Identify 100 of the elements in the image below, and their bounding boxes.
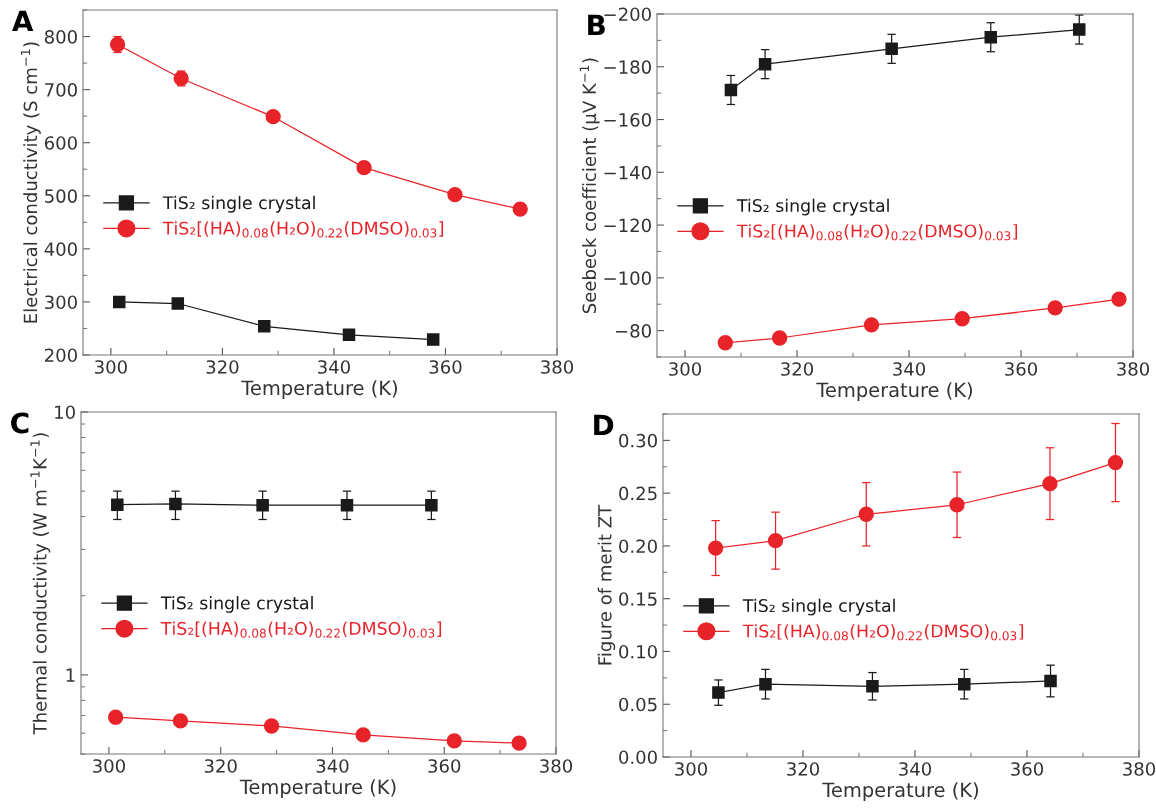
y-tick-label: −140 — [604, 165, 651, 180]
point — [265, 109, 281, 125]
point — [1107, 454, 1124, 471]
point — [949, 497, 965, 513]
x-tick-label: 300 — [669, 362, 702, 376]
y-tick-label: 0.30 — [619, 433, 657, 448]
point — [356, 159, 372, 176]
point — [984, 30, 998, 44]
x-tick-label: 360 — [429, 360, 462, 374]
x-axis-title: Temperature (K) — [241, 380, 397, 399]
y-tick-label: 0.05 — [619, 697, 657, 712]
point — [169, 497, 182, 511]
y-tick-label: 1 — [66, 668, 75, 682]
legend-label: TiS₂ single crystal — [742, 598, 895, 616]
point — [112, 295, 126, 309]
point — [108, 709, 124, 725]
point — [1111, 291, 1127, 307]
legend-label: TiS₂ single crystal — [160, 596, 313, 613]
x-axis-title: Temperature (K) — [239, 779, 396, 798]
point — [858, 506, 874, 522]
y-tick-label: −180 — [604, 60, 651, 74]
x-tick-label: 380 — [1117, 362, 1150, 376]
point — [342, 328, 356, 342]
point — [446, 733, 462, 749]
x-tick-label: 380 — [540, 759, 573, 773]
y-tick-label: 0.20 — [619, 539, 657, 554]
point — [863, 317, 880, 333]
point — [958, 677, 971, 691]
y-tick-label: 600 — [44, 136, 77, 150]
x-tick-label: 360 — [1011, 762, 1044, 776]
point — [172, 713, 189, 729]
point — [256, 498, 269, 512]
x-tick-label: 380 — [541, 360, 574, 374]
point — [1044, 674, 1057, 688]
point — [426, 333, 440, 346]
point — [724, 83, 738, 97]
point — [263, 718, 280, 734]
y-tick-label: 500 — [45, 189, 77, 203]
y-tick-label: 0.25 — [619, 486, 657, 501]
x-axis-title: Temperature (K) — [822, 782, 978, 801]
chart-title: A — [12, 10, 34, 32]
y-axis-title: Electrical conductivity (S cm$^{−1}$) — [20, 42, 41, 323]
point — [257, 320, 271, 333]
point — [759, 677, 772, 691]
y-tick-label: −100 — [604, 271, 651, 285]
y-tick-label: 0.10 — [619, 644, 657, 659]
legend-label: TiS₂[(HA)$_{0.08}$(H₂O)$_{0.22}$(DMSO)$_{0.03}$] — [162, 221, 444, 238]
point — [767, 533, 784, 549]
chart-title: C — [11, 412, 29, 434]
point — [717, 335, 733, 351]
point — [708, 540, 724, 556]
legend-label: TiS₂ single crystal — [736, 198, 889, 216]
point — [425, 498, 438, 512]
y-tick-label: 300 — [45, 295, 77, 310]
y-tick-label: −160 — [604, 113, 651, 127]
chart-title: D — [594, 414, 614, 436]
legend-label: TiS₂ single crystal — [162, 195, 315, 213]
x-tick-label: 300 — [95, 360, 127, 374]
y-axis-title: Seebeck coefficient (μV K$^{−1}$) — [579, 58, 600, 314]
legend-label: TiS₂[(HA)$_{0.08}$(H₂O)$_{0.22}$(DMSO)$_{0.03}$] — [736, 224, 1018, 241]
point — [712, 686, 725, 699]
y-tick-label: 0.00 — [619, 750, 657, 765]
point — [171, 297, 185, 310]
x-tick-label: 300 — [93, 759, 125, 773]
x-tick-label: 320 — [206, 360, 239, 374]
y-tick-label: 800 — [44, 30, 77, 44]
y-tick-label: −80 — [615, 324, 651, 338]
x-tick-label: 320 — [781, 362, 814, 376]
point — [954, 311, 970, 327]
chart-title: B — [588, 14, 605, 36]
y-tick-label: 700 — [45, 83, 77, 97]
x-tick-label: 320 — [787, 762, 820, 776]
y-axis-title: Thermal conductivity (W m$^{−1}$K$^{−1}$) — [30, 433, 51, 735]
x-tick-label: 300 — [675, 762, 708, 776]
x-tick-label: 340 — [893, 362, 926, 376]
point — [340, 498, 354, 512]
y-tick-label: −120 — [604, 218, 651, 233]
point — [355, 727, 371, 743]
x-axis-title: Temperature (K) — [816, 382, 972, 401]
point — [1042, 476, 1058, 492]
y-tick-label: 0.15 — [619, 592, 657, 606]
x-tick-label: 360 — [1005, 362, 1038, 376]
x-tick-label: 380 — [1123, 762, 1156, 776]
y-tick-label: 200 — [45, 348, 77, 363]
legend-label: TiS₂[(HA)$_{0.08}$(H₂O)$_{0.22}$(DMSO)$_{0.03}$] — [742, 624, 1024, 641]
point — [511, 735, 527, 751]
point — [885, 42, 898, 56]
point — [866, 680, 879, 693]
x-tick-label: 320 — [204, 759, 237, 773]
legend-label: TiS₂[(HA)$_{0.08}$(H₂O)$_{0.22}$(DMSO)$_{0.03}$] — [160, 621, 442, 638]
y-axis-title: Figure of merit ZT — [597, 504, 616, 665]
x-tick-label: 340 — [318, 360, 350, 374]
point — [758, 57, 772, 71]
point — [512, 201, 528, 217]
point — [1072, 23, 1086, 36]
y-tick-label: −200 — [604, 7, 651, 22]
y-tick-label: 400 — [44, 242, 77, 256]
point — [111, 498, 124, 511]
x-tick-label: 360 — [428, 759, 461, 773]
point — [772, 330, 788, 346]
